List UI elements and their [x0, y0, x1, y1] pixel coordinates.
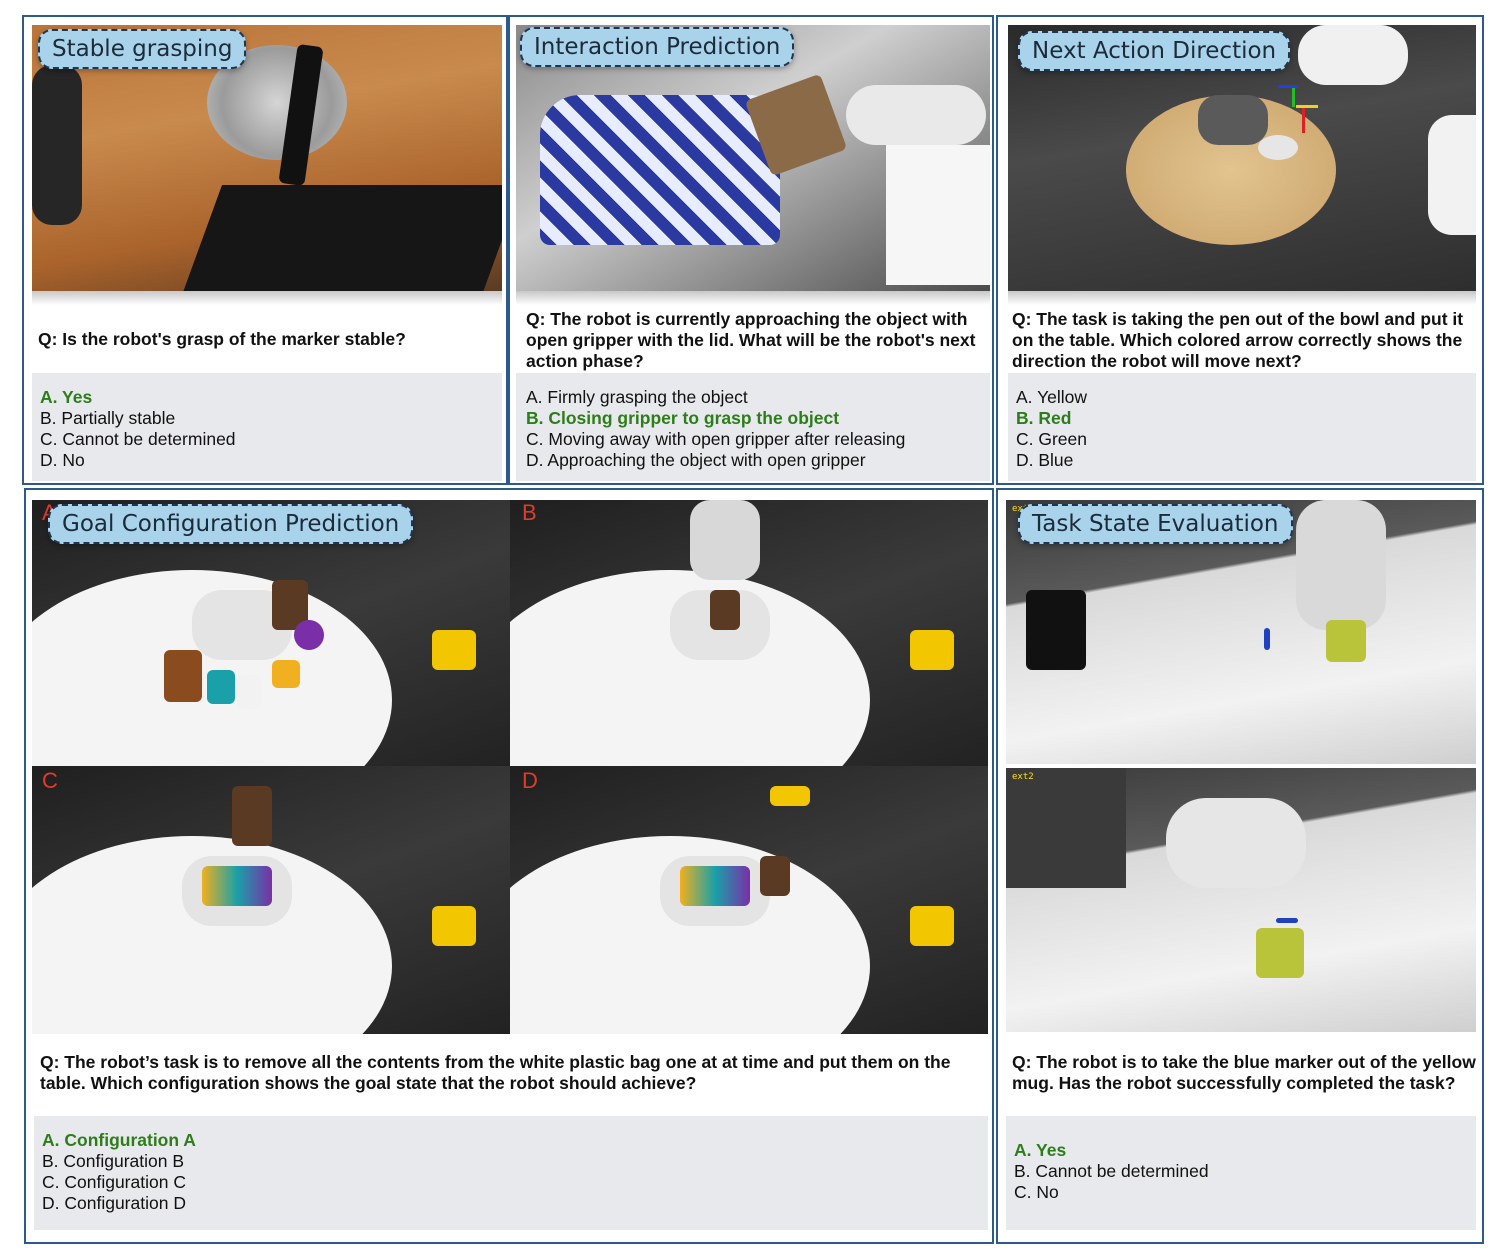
config-image-b: [510, 500, 988, 766]
stable-grasp-photo: [32, 25, 502, 291]
options-goal-config: A. Configuration A B. Configuration B C.…: [34, 1116, 988, 1230]
pc-tower: [1026, 590, 1086, 670]
option-d: D. Configuration D: [42, 1193, 186, 1213]
config-image-d: [510, 766, 988, 1034]
yellow-mug: [1326, 620, 1366, 662]
option-b: B. Partially stable: [40, 408, 176, 428]
options-interaction: A. Firmly grasping the object B. Closing…: [516, 373, 990, 481]
robot-arm: [1298, 25, 1408, 85]
task-state-image-ext1: [1006, 500, 1476, 764]
option-d: D. Approaching the object with open grip…: [526, 450, 866, 470]
jar-brown: [164, 650, 202, 702]
purple-items: [294, 620, 324, 650]
panel-title-stable: Stable grasping: [38, 29, 247, 69]
question-goal-config: Q: The robot’s task is to remove all the…: [40, 1052, 951, 1093]
options-next-action: A. Yellow B. Red C. Green D. Blue: [1008, 373, 1476, 481]
image-letter-b: B: [522, 500, 537, 525]
camera-tag-ext2: ext2: [1012, 772, 1034, 782]
panel-title-goal-config: Goal Configuration Prediction: [48, 504, 414, 544]
yellow-device: [432, 630, 476, 670]
jar-teal: [207, 670, 235, 704]
option-b: B. Cannot be determined: [1014, 1161, 1209, 1181]
panel-interaction-prediction: Interaction Prediction Q: The robot is c…: [508, 15, 994, 485]
items-cluster: [680, 866, 750, 906]
robot-arm: [690, 500, 760, 580]
arrow-yellow: [1296, 105, 1318, 108]
option-c: C. Green: [1016, 429, 1087, 449]
panel-title-task-state: Task State Evaluation: [1018, 504, 1293, 544]
jar-white: [237, 675, 261, 709]
option-b: B. Configuration B: [42, 1151, 185, 1171]
panel-goal-configuration: A B C D Goal Configuration Prediction Q:…: [24, 488, 994, 1244]
option-b: B. Red: [1016, 408, 1072, 428]
question-task-state: Q: The robot is to take the blue marker …: [1012, 1052, 1476, 1093]
question-stable: Q: Is the robot's grasp of the marker st…: [38, 329, 406, 349]
blue-marker: [1276, 918, 1298, 923]
shelf: [1006, 768, 1126, 888]
yellow-device: [910, 630, 954, 670]
panel-title-next-action: Next Action Direction: [1018, 31, 1291, 71]
task-state-image-ext2: [1006, 768, 1476, 1032]
blue-marker: [1264, 628, 1270, 650]
image-letter-d: D: [522, 768, 538, 793]
config-image-c: [32, 766, 510, 1034]
question-interaction: Q: The robot is currently approaching th…: [526, 309, 976, 371]
option-a: A. Yellow: [1016, 387, 1088, 407]
option-c: C. Cannot be determined: [40, 429, 236, 449]
option-c: C. Moving away with open gripper after r…: [526, 429, 906, 449]
panel-stable-grasping: Stable grasping Q: Is the robot's grasp …: [22, 15, 508, 485]
checkered-cloth: [540, 95, 780, 245]
option-a: A. Configuration A: [42, 1130, 196, 1150]
option-a: A. Yes: [1014, 1140, 1067, 1160]
photo-shadow: [32, 291, 502, 305]
option-c: C. No: [1014, 1182, 1059, 1202]
paper-sheet: [886, 145, 990, 285]
option-d: D. Blue: [1016, 450, 1074, 470]
robot-base: [1428, 115, 1476, 235]
option-b: B. Closing gripper to grasp the object: [526, 408, 840, 428]
panel-task-state-evaluation: ext1 ext2 Task State Evaluation Q: The r…: [996, 488, 1484, 1244]
cloth: [1198, 95, 1268, 145]
toy-brown: [760, 856, 790, 896]
robot-arm-shadow: [32, 65, 82, 225]
items-cluster: [202, 866, 272, 906]
yellow-device: [910, 906, 954, 946]
toy-brown: [710, 590, 740, 630]
toy-brown: [232, 786, 272, 846]
arrow-blue: [1278, 85, 1298, 88]
gripper-yellow: [770, 786, 810, 806]
photo-shadow: [516, 291, 990, 305]
arrow-green: [1292, 85, 1295, 107]
yellow-mug: [1256, 928, 1304, 978]
bowl: [1258, 135, 1298, 160]
panel-title-interaction: Interaction Prediction: [520, 27, 795, 67]
options-task-state: A. Yes B. Cannot be determined C. No: [1006, 1116, 1476, 1230]
cup-yellow: [272, 660, 300, 688]
config-image-a: [32, 500, 510, 766]
image-letter-c: C: [42, 768, 58, 793]
robot-arm: [1166, 798, 1306, 888]
arrow-red: [1302, 107, 1305, 133]
option-a: A. Yes: [40, 387, 93, 407]
question-next-action: Q: The task is taking the pen out of the…: [1012, 309, 1464, 371]
robot-arm: [846, 85, 986, 145]
options-stable: A. Yes B. Partially stable C. Cannot be …: [32, 373, 502, 481]
robot-arm: [1296, 500, 1386, 630]
photo-shadow: [1008, 291, 1476, 305]
option-a: A. Firmly grasping the object: [526, 387, 748, 407]
option-d: D. No: [40, 450, 85, 470]
panel-next-action-direction: Next Action Direction Q: The task is tak…: [996, 15, 1484, 485]
interaction-photo: [516, 25, 990, 291]
option-c: C. Configuration C: [42, 1172, 186, 1192]
yellow-device: [432, 906, 476, 946]
gripper: [181, 185, 502, 291]
